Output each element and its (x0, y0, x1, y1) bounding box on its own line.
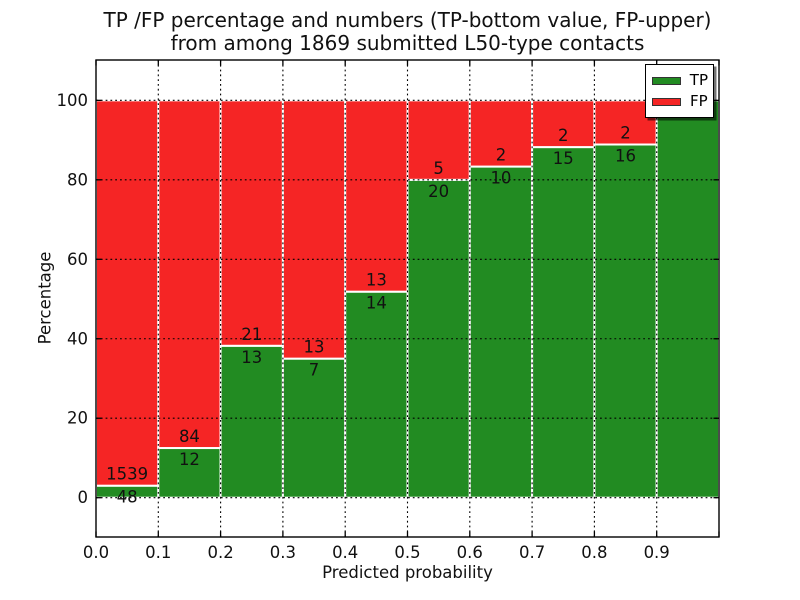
y-tick-label: 20 (67, 409, 88, 428)
bar-tp-0.8-0.9 (593, 143, 658, 499)
tp-count-label-0.3-0.4: 7 (309, 361, 320, 380)
fp-count-label-0.6-0.7: 2 (496, 146, 507, 165)
x-axis-label: Predicted probability (322, 563, 493, 582)
fp-count-label-0.5-0.6: 5 (433, 159, 444, 178)
legend-item-tp: TP (652, 70, 708, 91)
tp-count-label-0.6-0.7: 10 (490, 169, 511, 188)
bar-fp-0.5-0.6 (406, 99, 471, 181)
bar-tp-0.5-0.6 (406, 178, 471, 499)
x-tick-label: 0.8 (581, 543, 607, 562)
tp-count-label-0.4-0.5: 14 (366, 294, 387, 313)
bar-tp-0.2-0.3 (219, 344, 284, 499)
legend-swatch-fp-icon (652, 97, 681, 106)
x-tick-label: 0.7 (519, 543, 545, 562)
bar-fp-0.0-0.1 (95, 99, 160, 487)
bar-tp-0.9-1.0 (655, 99, 721, 499)
x-tick-label: 0.6 (457, 543, 483, 562)
fp-count-label-0.7-0.8: 2 (558, 126, 569, 145)
chart-title-line-1: TP /FP percentage and numbers (TP-bottom… (103, 8, 712, 32)
legend-item-fp: FP (652, 91, 708, 112)
tp-count-label-0.5-0.6: 20 (428, 182, 449, 201)
y-tick-label: 0 (78, 488, 89, 507)
tp-count-label-0.0-0.1: 48 (117, 488, 138, 507)
bar-fp-0.4-0.5 (344, 99, 409, 293)
y-tick-label: 100 (57, 91, 89, 110)
y-tick-label: 40 (67, 329, 88, 348)
x-tick-label: 0.2 (207, 543, 233, 562)
tp-count-label-0.7-0.8: 15 (553, 149, 574, 168)
fp-count-label-0.4-0.5: 13 (366, 271, 387, 290)
x-tick-label: 0.9 (644, 543, 670, 562)
legend: TP FP (645, 64, 714, 118)
y-tick-label: 60 (67, 250, 88, 269)
y-tick-label: 80 (67, 170, 88, 189)
chart-title-line-2: from among 1869 submitted L50-type conta… (170, 31, 645, 55)
x-tick-label: 0.4 (332, 543, 358, 562)
fp-count-label-0.2-0.3: 21 (241, 325, 262, 344)
bar-tp-0.4-0.5 (344, 290, 409, 499)
x-tick-label: 0.5 (394, 543, 420, 562)
bar-tp-0.3-0.4 (281, 357, 347, 499)
fp-count-label-0.3-0.4: 13 (304, 338, 325, 357)
bar-fp-0.3-0.4 (281, 99, 347, 360)
bar-fp-0.2-0.3 (219, 99, 284, 347)
bar-fp-0.1-0.2 (157, 99, 222, 450)
fp-count-label-0.1-0.2: 84 (179, 427, 200, 446)
x-tick-label: 0.1 (145, 543, 171, 562)
legend-label-tp: TP (689, 71, 708, 89)
legend-swatch-tp-icon (652, 76, 681, 85)
fp-count-label-0.8-0.9: 2 (620, 124, 631, 143)
legend-label-fp: FP (690, 92, 708, 110)
tp-count-label-0.8-0.9: 16 (615, 147, 636, 166)
x-tick-label: 0.3 (270, 543, 296, 562)
tp-count-label-0.1-0.2: 12 (179, 450, 200, 469)
bar-tp-0.6-0.7 (468, 165, 534, 499)
chart-title: TP /FP percentage and numbers (TP-bottom… (96, 9, 719, 55)
bar-tp-0.7-0.8 (531, 146, 596, 499)
x-tick-label: 0.0 (83, 543, 109, 562)
y-axis-label: Percentage (35, 251, 55, 345)
fp-count-label-0.0-0.1: 1539 (106, 465, 148, 484)
tp-count-label-0.2-0.3: 13 (241, 348, 262, 367)
